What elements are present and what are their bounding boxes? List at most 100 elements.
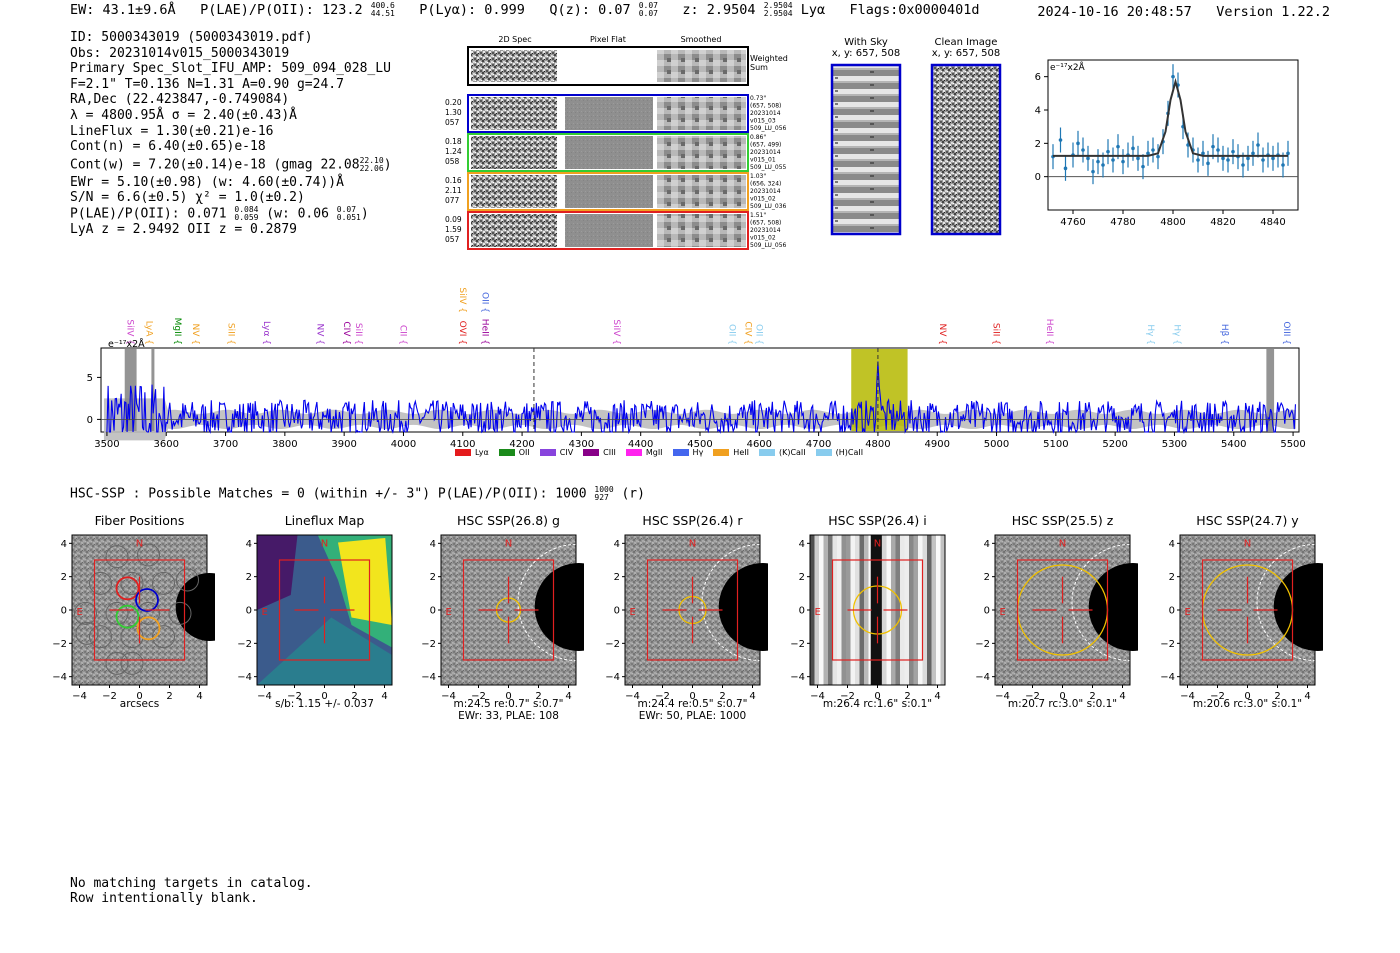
spectral-line-label: SiIV { [611, 319, 621, 345]
clean-image-label: Clean Image [934, 37, 998, 48]
zoom-data-point [1106, 149, 1110, 154]
panel-xtick-label: −4 [257, 691, 272, 702]
with-sky-title: With Sky x, y: 657, 508 [826, 37, 906, 59]
sky-cutout-panel: N E −4 −2 0 2 4 4 2 0 −2 −4 [421, 534, 584, 702]
spec-xtick-label: 4900 [925, 439, 950, 450]
bright-source [1273, 563, 1323, 651]
sky-cutout-panel: N E −4 −2 0 2 4 4 2 0 −2 −4 [1160, 534, 1323, 702]
sky-cutout-panel: N E −4 −2 0 2 4 4 2 0 −2 −4 [790, 534, 946, 702]
i-band-stripe [819, 535, 824, 685]
i-band-stripe [922, 535, 928, 685]
panel-caption-line2: EWr: 50, PLAE: 1000 [638, 710, 747, 722]
cutout-left-value: 057 [445, 118, 460, 127]
spec-xtick-label: 4400 [628, 439, 653, 450]
cutout-left-value: 077 [445, 196, 460, 205]
panel-ytick-label: 0 [61, 606, 67, 617]
fiber-circle [89, 571, 112, 595]
cutout-right-value: 1.03" [750, 173, 766, 180]
panel-title: Fiber Positions [94, 513, 185, 528]
panel-xtick-label: −2 [471, 691, 486, 702]
spec-xtick-label: 5000 [984, 439, 1009, 450]
panel-ytick-label: 2 [430, 572, 436, 583]
legend-swatch [583, 449, 600, 456]
panel-xtick-label: 2 [1274, 691, 1280, 702]
cutout-left-value: 0.09 [445, 215, 462, 224]
cutout-right-value: 20231014 [750, 227, 781, 234]
zoom-data-point [1286, 151, 1290, 156]
header-summary: EW: 43.1±9.6Å P(LAE)/P(OII): 123.2 400.6… [70, 2, 980, 19]
spectral-line-label: NV { [937, 324, 947, 345]
cutout-left-value: 058 [445, 157, 460, 166]
panel-title: HSC SSP(26.8) g [457, 513, 560, 528]
i-band-stripe [931, 535, 937, 685]
line-legend: Lyα OII CIV CIII MgII Hγ HeII (K)CaII (H)CaII [455, 448, 863, 457]
panel-xtick-label: 4 [934, 691, 940, 702]
spectral-line-label: HeII { [479, 319, 489, 345]
lineflux-region [257, 535, 298, 610]
footer-line2: Row intentionally blank. [70, 891, 258, 906]
spectral-line-label: SiII { [226, 323, 236, 345]
header-z: z: 2.9504 [682, 2, 756, 18]
panel-xtick-label: −4 [72, 691, 87, 702]
north-label: N [321, 539, 328, 550]
spec-xtick-label: 3900 [331, 439, 356, 450]
cutout-right-value: 0.86" [750, 134, 766, 141]
col-2d-label: 2D Spec [498, 35, 531, 44]
cutout-right-value: 509_LU_056 [750, 125, 787, 132]
zoom-data-point [1261, 158, 1265, 162]
spec-xtick-label: 4700 [806, 439, 831, 450]
panel-ytick-label: 4 [430, 539, 436, 550]
i-band-stripe [810, 535, 815, 685]
zoom-data-point [1256, 143, 1260, 147]
hsc-title-lo: 927 [594, 493, 609, 502]
with-sky-xy: x, y: 657, 508 [831, 48, 901, 59]
spectral-line-label: LyA { [144, 321, 154, 345]
spectral-line-label: OVI { [457, 321, 467, 345]
spec-xtick-label: 5400 [1221, 439, 1246, 450]
cutout-right-value: 0.73" [750, 95, 766, 102]
spectral-line-label: SiII { [353, 323, 363, 345]
cutout-left-value: 0.20 [445, 98, 462, 107]
panel-ytick-label: −2 [975, 639, 990, 650]
legend-item: (H)CaII [815, 448, 863, 457]
panel-xtick-label: −2 [1025, 691, 1040, 702]
spectral-line-label: CII { [398, 325, 408, 345]
spectral-line-label: SiIV { [457, 287, 467, 313]
timestamp: 2024-10-16 20:48:57 [1037, 4, 1192, 20]
cutout-left-value: 1.30 [445, 108, 462, 117]
legend-swatch [498, 449, 515, 456]
north-label: N [1059, 539, 1066, 550]
panel-ytick-label: 4 [984, 539, 990, 550]
legend-label: OII [518, 448, 530, 457]
panel-caption-line1: arcsecs [119, 698, 160, 710]
panel-xtick-label: −4 [810, 691, 825, 702]
panel-caption-line1: s/b: 1.15 +/- 0.037 [275, 698, 374, 710]
panel-xtick-label: −4 [625, 691, 640, 702]
version: Version 1.22.2 [1216, 4, 1330, 20]
zoom-data-point [1281, 163, 1285, 167]
zoom-data-point [1216, 148, 1220, 152]
info-lineflux: LineFlux = 1.30(±0.21)e-16 [70, 123, 274, 139]
legend-item: (K)CaII [758, 448, 806, 457]
spec-flux-line [106, 361, 1296, 435]
legend-label: Lyα [475, 448, 489, 457]
spec-xtick-label: 4000 [391, 439, 416, 450]
spectral-line-label: MgII { [172, 318, 182, 345]
i-band-stripe [823, 535, 829, 685]
spec-xtick-label: 5100 [1043, 439, 1068, 450]
spec-xtick-label: 5300 [1162, 439, 1187, 450]
fiber-circle [168, 601, 192, 625]
spec-mask [1266, 349, 1275, 431]
legend-item: OII [498, 448, 530, 457]
panel-ytick-label: 2 [799, 572, 805, 583]
cutout-row-frame [467, 94, 749, 133]
legend-label: Hγ [692, 448, 704, 457]
zoom-data-point [1251, 151, 1255, 156]
zoom-data-point [1131, 146, 1135, 151]
cutout-left-value: 1.24 [445, 147, 462, 156]
legend-item: CIV [539, 448, 573, 457]
panel-ytick-label: −2 [52, 639, 67, 650]
spectral-line-label: Lyα { [261, 321, 271, 345]
spec-xtick-label: 4200 [509, 439, 534, 450]
